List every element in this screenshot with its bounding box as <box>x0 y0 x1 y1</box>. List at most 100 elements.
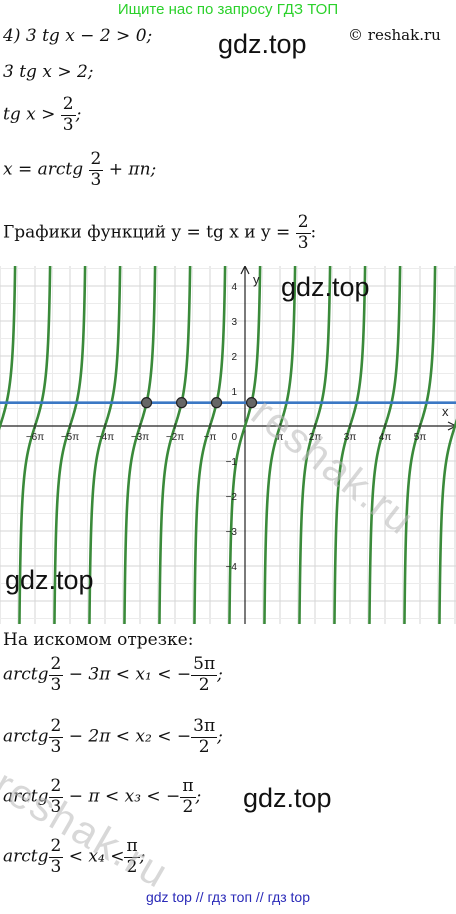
fraction-num: 2 <box>48 654 64 676</box>
tan-branch <box>438 418 456 624</box>
intersection-point <box>140 397 153 409</box>
fraction-num: 2 <box>88 149 104 171</box>
fraction-num: 2 <box>48 716 64 738</box>
fraction-den: 2 <box>198 674 210 695</box>
y-axis-label: y <box>253 272 260 287</box>
x-tick-label: −2π <box>166 432 184 443</box>
x-tick-label: −4π <box>96 432 114 443</box>
inequality-end: ; <box>217 726 223 747</box>
y-tick-label: 2 <box>231 352 237 363</box>
graph-caption: Графики функций y = tg x и y = 2 3 : <box>3 212 317 253</box>
fraction-pi: 5π 2 <box>191 654 218 695</box>
promo-banner: Ищите нас по запросу ГДЗ ТОП <box>117 1 339 18</box>
interval-inequality-4: arctg 2 3 < x₄ < π 2; <box>3 836 146 877</box>
fraction-num: 2 <box>60 94 76 116</box>
x-axis-arrow <box>447 421 456 431</box>
x-tick-label: 4π <box>379 432 392 443</box>
graph-labels: −6π −5π −4π −3π −2π −π π 2π 3π 4π 5π 4 3 2 1 −1 −2 −3 −4 0 x… <box>26 272 449 573</box>
interval-inequality-1: arctg 2 3 − 3π < x₁ < −5π 2; <box>3 654 223 695</box>
fraction-den: 3 <box>297 232 309 253</box>
tan-branch <box>228 266 262 624</box>
fraction-pi: 3π 2 <box>191 716 218 757</box>
solution-line: x = arctg 2 3 + πn; <box>3 149 157 190</box>
copyright: © reshak.ru <box>348 26 441 44</box>
fraction-den: 2 <box>182 796 194 817</box>
inequality-middle: − 3π < x₁ < − <box>68 664 192 685</box>
fraction-den: 2 <box>126 856 138 877</box>
y-tick-label: 3 <box>231 317 237 328</box>
y-tick-label: −1 <box>226 457 238 468</box>
fraction-den: 3 <box>50 856 62 877</box>
inequality-end: ; <box>217 664 223 685</box>
inequality-middle: − π < x₃ < − <box>68 786 181 807</box>
inequality-middle: − 2π < x₂ < − <box>68 726 192 747</box>
x-tick-label: 3π <box>344 432 357 443</box>
intersection-point <box>245 397 258 409</box>
x-tick-label: −6π <box>26 432 44 443</box>
inequality-line-2: 3 tg x > 2; <box>3 62 94 82</box>
fraction-den: 3 <box>50 796 62 817</box>
fraction-num: 2 <box>48 776 64 798</box>
fraction-den: 3 <box>50 736 62 757</box>
y-tick-label: 1 <box>231 387 237 398</box>
watermark-graph: gdz.top <box>281 272 370 302</box>
function-graph: −6π −5π −4π −3π −2π −π π 2π 3π 4π 5π 4 3 2 1 −1 −2 −3 −4 0 x… <box>0 266 456 624</box>
watermark-top: gdz.top <box>218 29 307 59</box>
fraction-den: 3 <box>62 114 74 135</box>
y-tick-label: −3 <box>226 527 238 538</box>
x-tick-label: −π <box>204 432 217 443</box>
intersection-points <box>140 397 258 409</box>
fraction-two-thirds: 2 3 <box>60 94 76 135</box>
arctg-label: arctg <box>3 664 49 685</box>
fraction-num: π <box>180 776 196 798</box>
inequality-end: ; <box>195 786 202 807</box>
arctg-label: arctg <box>3 786 49 807</box>
line-3-text: tg x > <box>3 104 56 125</box>
inequality-line-1: 4) 3 tg x − 2 > 0; <box>3 26 153 46</box>
inequality-middle: < x₄ < <box>68 846 125 867</box>
fraction-den: 3 <box>90 169 102 190</box>
arctg-label: arctg <box>3 726 49 747</box>
watermark-graph-bottom: gdz.top <box>5 565 94 595</box>
x-tick-label: −5π <box>61 432 79 443</box>
solution-tail: + πn; <box>108 159 157 180</box>
fraction-num: 3π <box>191 716 218 738</box>
graph-caption-text: Графики функций y = tg x и y = <box>3 222 291 243</box>
interval-inequality-2: arctg 2 3 − 2π < x₂ < −3π 2; <box>3 716 223 757</box>
x-tick-label: −3π <box>131 432 149 443</box>
y-axis-arrow <box>240 266 250 275</box>
solution-text: x = arctg <box>3 159 84 180</box>
fraction-den: 3 <box>50 674 62 695</box>
y-tick-label: −4 <box>226 562 238 573</box>
x-axis-label: x <box>442 404 449 419</box>
fraction-den: 2 <box>198 736 210 757</box>
graph-axes <box>0 266 456 624</box>
inequality-end: ; <box>139 846 146 867</box>
interval-inequality-3: arctg 2 3 − π < x₃ < − π 2; <box>3 776 202 817</box>
intersection-point <box>210 397 223 409</box>
fraction-num: π <box>124 836 140 858</box>
arctg-label: arctg <box>3 846 49 867</box>
inequality-line-3: tg x > 2 3 ; <box>3 94 82 135</box>
fraction-two-thirds: 2 3 <box>88 149 104 190</box>
fraction-num: 5π <box>191 654 218 676</box>
fraction-two-thirds: 2 3 <box>295 212 311 253</box>
tan-branch <box>0 266 17 431</box>
x-tick-label: 5π <box>414 432 427 443</box>
origin-label: 0 <box>231 432 237 443</box>
footer-links: gdz top // гдз топ // гдз top <box>145 889 311 905</box>
y-tick-label: −2 <box>226 492 238 503</box>
y-tick-label: 4 <box>231 282 237 293</box>
intersection-point <box>175 397 188 409</box>
watermark-bottom: gdz.top <box>243 783 332 813</box>
x-tick-label: π <box>277 432 284 443</box>
fraction-num: 2 <box>48 836 64 858</box>
interval-caption: На искомом отрезке: <box>3 630 194 650</box>
fraction-num: 2 <box>295 212 311 234</box>
